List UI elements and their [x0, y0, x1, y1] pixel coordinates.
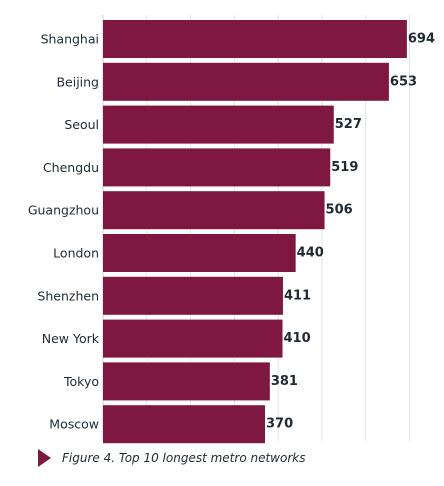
bar-chengdu	[103, 148, 331, 187]
category-label: Guangzhou	[28, 203, 99, 218]
value-label: 411	[284, 288, 311, 303]
category-label: Shanghai	[41, 32, 99, 47]
category-label: Chengdu	[43, 160, 99, 175]
bar-new-york	[103, 319, 283, 358]
value-labels: 694 653 527 519 506 440 411 410 381 370	[266, 32, 435, 432]
bar-guangzhou	[103, 191, 325, 230]
value-label: 410	[284, 331, 311, 346]
value-label: 527	[335, 117, 362, 132]
bar-shenzhen	[103, 276, 283, 315]
value-label: 370	[266, 417, 293, 432]
bar-beijing	[103, 62, 389, 101]
bar-moscow	[103, 405, 266, 444]
category-label: Seoul	[64, 117, 99, 132]
figure-caption: Figure 4. Top 10 longest metro networks	[38, 449, 305, 467]
caption-text: Figure 4. Top 10 longest metro networks	[62, 451, 306, 465]
value-label: 519	[331, 160, 358, 175]
bar-chart: Shanghai Beijing Seoul Chengdu Guangzhou Lond…	[28, 15, 435, 444]
category-label: Tokyo	[63, 374, 99, 389]
value-label: 381	[271, 374, 298, 389]
category-label: Beijing	[56, 74, 99, 89]
category-label: Moscow	[49, 417, 99, 432]
category-label: New York	[42, 331, 100, 346]
bar-tokyo	[103, 362, 270, 401]
category-label: Shenzhen	[37, 288, 99, 303]
value-label: 653	[390, 74, 417, 89]
category-labels: Shanghai Beijing Seoul Chengdu Guangzhou Lond…	[28, 32, 100, 432]
bars	[103, 20, 407, 444]
triangle-right-icon	[38, 449, 51, 467]
bar-seoul	[103, 105, 334, 144]
bar-london	[103, 234, 296, 272]
value-label: 694	[408, 32, 435, 47]
bar-shanghai	[103, 20, 407, 58]
value-label: 440	[297, 246, 324, 261]
category-label: London	[53, 246, 99, 261]
value-label: 506	[326, 203, 353, 218]
